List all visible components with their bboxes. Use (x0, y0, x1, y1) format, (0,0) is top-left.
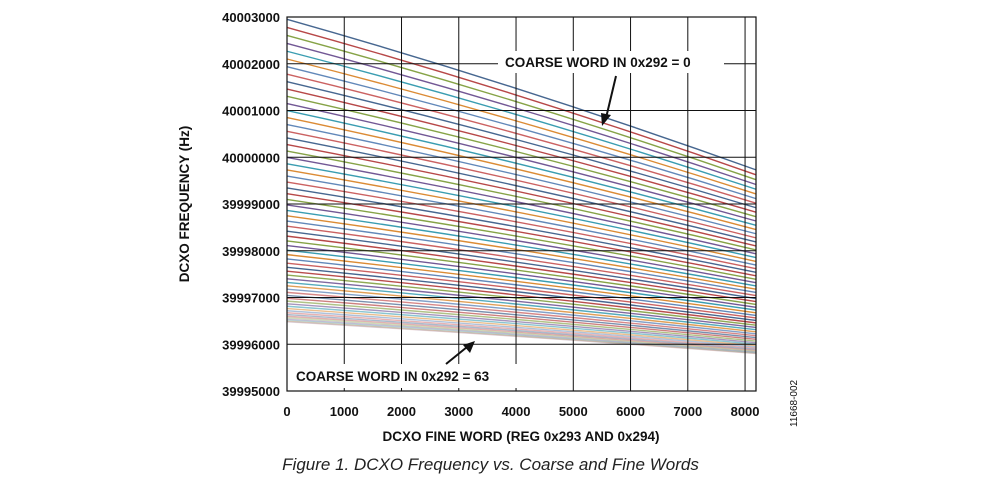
series-line-coarse-13 (286, 116, 757, 231)
series-line-coarse-59 (286, 318, 757, 353)
series-line-coarse-40 (286, 266, 757, 322)
x-tick-label: 5000 (559, 404, 588, 419)
y-tick-label: 40003000 (222, 10, 280, 25)
series-line-coarse-19 (286, 156, 757, 255)
series-line-coarse-63 (286, 321, 757, 355)
series-line-coarse-3 (286, 42, 757, 186)
series-line-coarse-41 (286, 270, 757, 324)
series-line-coarse-55 (286, 312, 757, 349)
series-line-coarse-54 (286, 310, 757, 348)
x-axis-title: DCXO FINE WORD (REG 0x293 AND 0x294) (382, 429, 659, 444)
y-tick-label: 40000000 (222, 150, 280, 165)
series-line-coarse-26 (286, 198, 757, 280)
series-line-coarse-42 (286, 274, 757, 326)
annotation-top-bg (498, 51, 724, 73)
annotation-coarse-63-arrowhead (463, 341, 475, 353)
series-layer (286, 18, 757, 355)
series-line-coarse-48 (286, 294, 757, 339)
y-tick-label: 39998000 (222, 244, 280, 259)
series-line-coarse-0 (286, 18, 757, 171)
series-line-coarse-20 (286, 163, 757, 259)
series-line-coarse-44 (286, 281, 757, 331)
series-line-coarse-43 (286, 278, 757, 329)
tick-labels: 0 1000 2000 3000 4000 5000 6000 7000 8000 4000300… (222, 10, 759, 419)
series-line-coarse-7 (286, 73, 757, 204)
series-line-coarse-45 (286, 285, 757, 333)
x-tick-label: 7000 (673, 404, 702, 419)
series-line-coarse-39 (286, 262, 757, 319)
annotation-coarse-0: COARSE WORD IN 0x292 = 0 (505, 55, 691, 70)
x-tick-label: 1000 (330, 404, 359, 419)
series-line-coarse-61 (286, 320, 757, 354)
figure-id: 11668-002 (789, 379, 800, 427)
series-line-coarse-34 (286, 240, 757, 306)
series-line-coarse-6 (286, 65, 757, 200)
y-tick-label: 39999000 (222, 197, 280, 212)
series-line-coarse-53 (286, 307, 757, 347)
series-line-coarse-24 (286, 187, 757, 273)
series-line-coarse-52 (286, 305, 757, 345)
y-tick-label: 40002000 (222, 57, 280, 72)
series-line-coarse-60 (286, 319, 757, 354)
series-line-coarse-15 (286, 130, 757, 239)
series-line-coarse-46 (286, 288, 757, 335)
dcxo-chart: 0 1000 2000 3000 4000 5000 6000 7000 8000 4000300… (177, 10, 800, 444)
x-tick-label: 2000 (387, 404, 416, 419)
y-tick-label: 39997000 (222, 291, 280, 306)
series-line-coarse-4 (286, 50, 757, 190)
series-line-coarse-1 (286, 26, 757, 176)
series-line-coarse-9 (286, 88, 757, 213)
x-tick-label: 3000 (444, 404, 473, 419)
series-line-coarse-16 (286, 137, 757, 243)
annotation-coarse-63-arrow (445, 346, 468, 365)
annotation-coarse-63: COARSE WORD IN 0x292 = 63 (296, 369, 490, 384)
series-line-coarse-49 (286, 297, 757, 341)
series-line-coarse-18 (286, 150, 757, 251)
series-line-coarse-23 (286, 181, 757, 270)
series-line-coarse-31 (286, 225, 757, 297)
annotation-coarse-0-arrow (605, 75, 617, 119)
x-tick-label: 6000 (616, 404, 645, 419)
y-tick-label: 39996000 (222, 337, 280, 352)
series-line-coarse-32 (286, 230, 757, 300)
series-line-coarse-12 (286, 109, 757, 226)
series-line-coarse-38 (286, 258, 757, 317)
x-tick-label: 0 (283, 404, 290, 419)
series-line-coarse-21 (286, 169, 757, 263)
y-axis-title: DCXO FREQUENCY (Hz) (177, 126, 192, 283)
series-line-coarse-10 (286, 95, 757, 218)
series-line-coarse-58 (286, 317, 757, 352)
series-line-coarse-27 (286, 204, 757, 284)
annotation-bottom-bg (290, 364, 522, 388)
series-line-coarse-33 (286, 235, 757, 303)
series-line-coarse-57 (286, 315, 757, 351)
series-line-coarse-8 (286, 81, 757, 209)
x-tick-label: 4000 (502, 404, 531, 419)
series-line-coarse-62 (286, 320, 757, 355)
series-line-coarse-28 (286, 209, 757, 287)
series-line-coarse-35 (286, 244, 757, 309)
series-line-coarse-14 (286, 123, 757, 235)
annotation-coarse-0-arrowhead (601, 113, 611, 126)
y-tick-label: 40001000 (222, 104, 280, 119)
x-tick-label: 8000 (731, 404, 760, 419)
series-line-coarse-22 (286, 175, 757, 266)
series-line-coarse-11 (286, 102, 757, 222)
series-line-coarse-50 (286, 300, 757, 342)
figure-caption: Figure 1. DCXO Frequency vs. Coarse and … (282, 455, 699, 474)
series-line-coarse-36 (286, 249, 757, 311)
series-line-coarse-30 (286, 220, 757, 294)
y-tick-label: 39995000 (222, 384, 280, 399)
series-line-coarse-37 (286, 253, 757, 314)
series-line-coarse-2 (286, 34, 757, 181)
plot-frame (286, 16, 757, 392)
series-line-coarse-51 (286, 303, 757, 344)
series-line-coarse-5 (286, 58, 757, 195)
